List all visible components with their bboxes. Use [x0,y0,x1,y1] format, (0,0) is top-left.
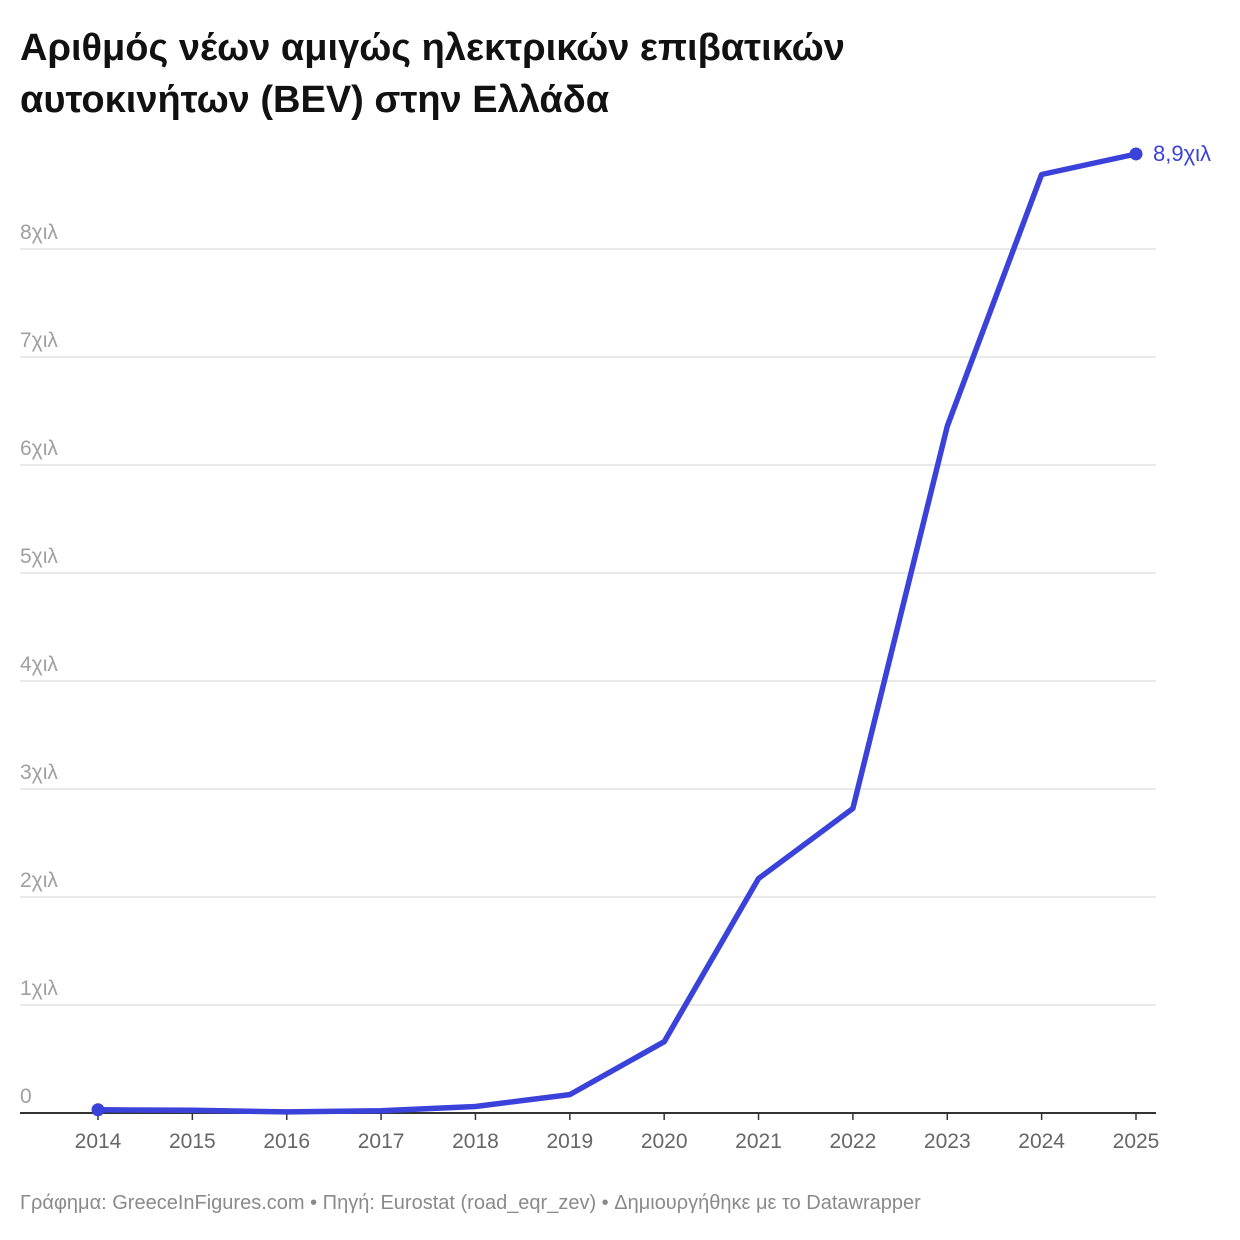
x-tick-label: 2015 [169,1130,216,1153]
end-point [1129,147,1143,161]
x-tick-label: 2024 [1018,1130,1065,1153]
x-tick-label: 2022 [830,1130,877,1153]
x-tick-label: 2019 [546,1130,593,1153]
series-line [95,151,1139,1115]
chart-title-line-2: αυτοκινήτων (BEV) στην Ελλάδα [20,79,610,121]
x-tick-label: 2014 [75,1130,122,1153]
start-point [91,1103,105,1117]
y-tick-label: 7χιλ [20,329,58,352]
chart-title: Αριθμός νέων αμιγώς ηλεκτρικών επιβατικώ… [20,22,1200,126]
x-tick-label: 2020 [641,1130,688,1153]
y-tick-label: 2χιλ [20,869,58,892]
chart-footer: Γράφημα: GreeceInFigures.com • Πηγή: Eur… [20,1192,921,1214]
y-tick-label: 0 [20,1085,32,1108]
y-tick-label: 4χιλ [20,653,58,676]
y-tick-label: 6χιλ [20,437,58,460]
y-tick-label: 3χιλ [20,761,58,784]
y-tick-label: 5χιλ [20,545,58,568]
x-tick-label: 2023 [924,1130,971,1153]
x-tick-label: 2025 [1113,1130,1160,1153]
end-value-label: 8,9χιλ [1153,141,1211,166]
x-tick-label: 2021 [735,1130,782,1153]
y-tick-label: 1χιλ [20,977,58,1000]
x-tick-label: 2016 [263,1130,310,1153]
y-tick-label: 8χιλ [20,221,58,244]
x-tick-label: 2018 [452,1130,499,1153]
x-tick-label: 2017 [358,1130,405,1153]
chart-title-line-1: Αριθμός νέων αμιγώς ηλεκτρικών επιβατικώ… [20,27,845,69]
